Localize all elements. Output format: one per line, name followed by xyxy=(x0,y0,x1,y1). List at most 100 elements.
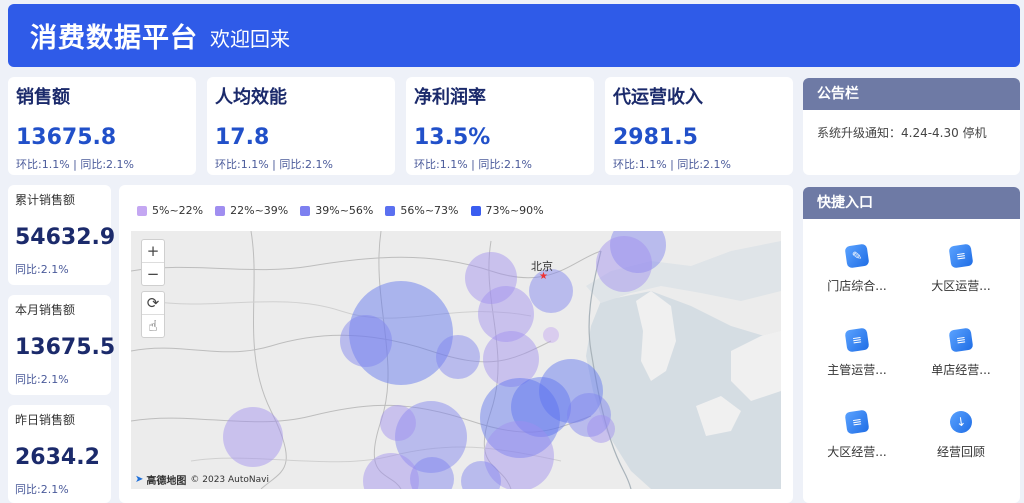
map-attribution: ➤ 高德地图 © 2023 AutoNavi xyxy=(135,472,269,487)
kpi-title: 净利润率 xyxy=(414,87,486,108)
kpi-title: 销售额 xyxy=(16,87,70,108)
region-bubble xyxy=(587,415,615,443)
map-copyright: © 2023 AutoNavi xyxy=(190,474,269,485)
region-bubble xyxy=(543,327,559,343)
map-card: 5%~22% 22%~39% 39%~56% 56%~73% 73%~90% xyxy=(119,185,793,503)
region-bubble xyxy=(349,281,453,385)
stat-card-month-sales: 本月销售额 13675.5 同比:2.1% xyxy=(8,295,115,395)
sea-area xyxy=(586,291,781,489)
china-map[interactable]: 北京 ★ + − ⟳ ☝ ➤ 高德地图 © 2023 AutoNavi xyxy=(131,231,781,489)
legend-item[interactable]: 73%~90% xyxy=(470,204,544,217)
stat-value: 2634.2 xyxy=(15,445,100,470)
document-icon: ≡ xyxy=(948,243,974,269)
document-icon: ≡ xyxy=(844,409,870,435)
region-bubbles xyxy=(223,231,666,489)
kpi-card-profit-rate: 净利润率 13.5% 环比:1.1% | 同比:2.1% xyxy=(406,77,594,175)
stat-card-yesterday-sales: 昨日销售额 2634.2 同比:2.1% xyxy=(8,405,111,503)
stat-comparison: 同比:2.1% xyxy=(15,483,69,496)
amap-logo-icon: ➤ xyxy=(135,474,144,485)
region-bubble xyxy=(410,457,454,489)
region-bubble xyxy=(596,236,652,292)
kpi-card-operation-income: 代运营收入 2981.5 环比:1.1% | 同比:2.1% xyxy=(605,77,793,175)
legend-item[interactable]: 5%~22% xyxy=(137,204,203,217)
kpi-comparison: 环比:1.1% | 同比:2.1% xyxy=(16,158,135,171)
region-bubble xyxy=(363,453,419,489)
land-area xyxy=(636,291,676,381)
region-bubble xyxy=(465,252,517,304)
quick-entry-supervisor-ops[interactable]: ≡ 主管运营... xyxy=(803,327,911,378)
kpi-value: 13675.8 xyxy=(16,125,117,150)
legend-item[interactable]: 56%~73% xyxy=(385,204,459,217)
kpi-comparison: 环比:1.1% | 同比:2.1% xyxy=(414,158,533,171)
kpi-value: 13.5% xyxy=(414,125,491,150)
quick-entry-panel: 快捷入口 ✎ 门店综合... ≡ 大区运营... ≡ 主管运营... ≡ 单店经… xyxy=(803,187,1020,503)
quick-entry-label: 经营回顾 xyxy=(936,445,985,459)
quick-entry-label: 门店综合... xyxy=(827,279,887,293)
region-bubble xyxy=(478,286,534,342)
quick-entry-business-review[interactable]: ↓ 经营回顾 xyxy=(907,409,1015,460)
stat-title: 本月销售额 xyxy=(15,303,76,317)
kpi-title: 代运营收入 xyxy=(613,87,703,108)
capital-star-icon: ★ xyxy=(539,271,548,282)
region-bubble xyxy=(483,331,539,387)
edit-icon: ✎ xyxy=(844,243,870,269)
kpi-comparison: 环比:1.1% | 同比:2.1% xyxy=(215,158,334,171)
quick-entry-store-summary[interactable]: ✎ 门店综合... xyxy=(803,243,911,294)
zoom-out-button[interactable]: − xyxy=(146,265,160,283)
province-border xyxy=(190,446,562,463)
region-bubble xyxy=(480,378,560,458)
quick-entry-region-business[interactable]: ≡ 大区经营... xyxy=(803,409,911,460)
province-border xyxy=(150,300,532,319)
quick-entry-label: 单店经营... xyxy=(931,363,991,377)
legend-swatch xyxy=(300,205,311,216)
region-bubble xyxy=(610,231,666,273)
quick-entry-label: 主管运营... xyxy=(827,363,887,377)
region-bubble xyxy=(340,315,392,367)
legend-item[interactable]: 39%~56% xyxy=(300,204,373,217)
city-label-beijing: 北京 xyxy=(531,260,553,273)
rotate-icon[interactable]: ⟳ xyxy=(146,294,160,312)
province-border xyxy=(131,334,552,363)
stat-value: 13675.5 xyxy=(15,335,116,360)
legend-swatch xyxy=(385,205,396,216)
province-border xyxy=(131,404,592,433)
region-bubble xyxy=(223,407,283,467)
legend-label: 73%~90% xyxy=(485,204,544,217)
stat-title: 累计销售额 xyxy=(15,193,76,207)
quick-entry-region-ops[interactable]: ≡ 大区运营... xyxy=(907,243,1015,294)
province-border xyxy=(250,231,287,489)
province-border xyxy=(483,240,512,489)
region-bubble xyxy=(567,393,611,437)
quick-entry-label: 大区运营... xyxy=(931,279,991,293)
download-icon: ↓ xyxy=(948,409,974,435)
divider xyxy=(142,262,164,263)
legend-label: 22%~39% xyxy=(230,204,289,217)
region-bubble xyxy=(484,421,554,489)
map-canvas xyxy=(131,231,781,489)
top-header: 消费数据平台 欢迎回来 xyxy=(8,4,1020,67)
legend-label: 5%~22% xyxy=(152,204,204,217)
stat-title: 昨日销售额 xyxy=(15,413,76,427)
kpi-comparison: 环比:1.1% | 同比:2.1% xyxy=(613,158,732,171)
zoom-controls: + − xyxy=(141,239,165,286)
kpi-card-efficiency: 人均效能 17.8 环比:1.1% | 同比:2.1% xyxy=(207,77,395,175)
divider xyxy=(142,314,164,315)
quick-entry-label: 大区经营... xyxy=(827,445,887,459)
stat-comparison: 同比:2.1% xyxy=(15,263,69,276)
stat-card-total-sales: 累计销售额 54632.9 同比:2.1% xyxy=(8,185,115,285)
locate-hand-icon[interactable]: ☝ xyxy=(148,317,158,335)
legend-swatch xyxy=(470,205,481,216)
kpi-value: 17.8 xyxy=(215,125,270,150)
map-tools: ⟳ ☝ xyxy=(141,291,165,338)
zoom-in-button[interactable]: + xyxy=(146,242,160,260)
legend-label: 56%~73% xyxy=(400,204,459,217)
kpi-card-sales: 销售额 13675.8 环比:1.1% | 同比:2.1% xyxy=(8,77,196,175)
land-area xyxy=(696,396,741,436)
region-bubble xyxy=(436,335,480,379)
document-icon: ≡ xyxy=(948,327,974,353)
quick-entry-single-store[interactable]: ≡ 单店经营... xyxy=(907,327,1015,378)
kpi-title: 人均效能 xyxy=(215,87,287,108)
notice-title: 公告栏 xyxy=(803,78,1020,110)
notice-text[interactable]: 系统升级通知：4.24-4.30 停机 xyxy=(817,126,987,140)
legend-item[interactable]: 22%~39% xyxy=(215,204,288,217)
